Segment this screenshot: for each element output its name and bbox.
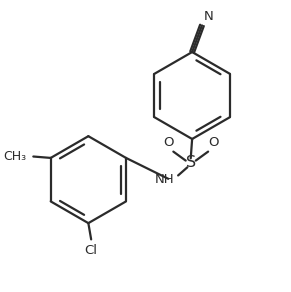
- Text: O: O: [208, 136, 219, 150]
- Text: NH: NH: [154, 173, 174, 186]
- Text: CH₃: CH₃: [4, 150, 27, 163]
- Text: O: O: [163, 136, 173, 150]
- Text: S: S: [186, 155, 196, 170]
- Text: N: N: [204, 10, 214, 22]
- Text: Cl: Cl: [85, 244, 98, 257]
